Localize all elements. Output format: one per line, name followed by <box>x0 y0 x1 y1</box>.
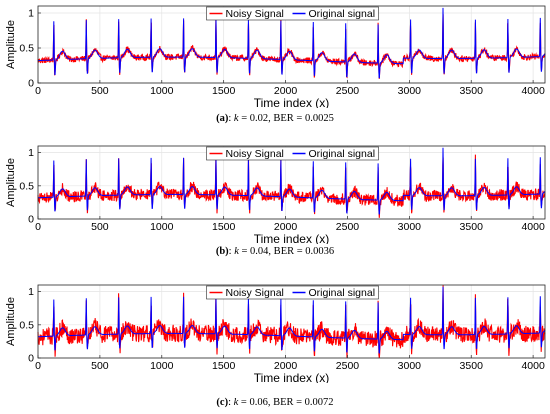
x-tick-label: 3000 <box>398 221 422 233</box>
series-original-signal <box>38 147 546 215</box>
y-tick-label: 0 <box>28 214 34 226</box>
x-axis-label: Time index (x) <box>254 96 330 108</box>
y-tick-label: 1 <box>28 147 34 159</box>
x-tick-label: 2000 <box>274 85 298 97</box>
x-tick-label: 1000 <box>150 221 174 233</box>
y-tick-label: 0.5 <box>19 319 34 331</box>
x-tick-label: 4000 <box>521 221 545 233</box>
y-tick-label: 0 <box>28 78 34 90</box>
caption-c: (c): k = 0.06, BER = 0.0072 <box>0 397 550 408</box>
y-tick-label: 0.5 <box>19 180 34 192</box>
axes-box <box>37 145 546 220</box>
y-tick-label: 0.5 <box>19 43 34 55</box>
x-tick-label: 3500 <box>460 221 484 233</box>
panel-c: 0 500 1000 1500 2000 2500 3000 3500 4000 0 0.5 1 Tim… <box>0 279 550 414</box>
caption-c-letter: (c) <box>216 397 229 408</box>
caption-b-letter: (b) <box>215 246 229 257</box>
legend: Noisy Signal Original signal <box>206 285 379 300</box>
x-tick-label: 3500 <box>460 85 484 97</box>
y-axis-label: Amplitude <box>5 20 17 69</box>
series-original-signal <box>38 7 546 79</box>
y-axis-label: Amplitude <box>5 297 17 346</box>
x-tick-label: 3000 <box>398 85 422 97</box>
caption-a-k: k <box>233 113 239 124</box>
legend-label: Original signal <box>309 8 376 20</box>
caption-a-sep: : <box>228 113 234 124</box>
x-tick-label: 2500 <box>336 360 360 372</box>
panel-b: 0 500 1000 1500 2000 2500 3000 3500 4000 0 0.5 1 Tim… <box>0 140 550 275</box>
x-tick-label: 2000 <box>274 221 298 233</box>
caption-c-sep: : <box>228 397 234 408</box>
x-tick-label: 0 <box>35 221 41 233</box>
y-axis-label: Amplitude <box>5 158 17 207</box>
x-tick-label: 500 <box>91 360 109 372</box>
legend-label: Noisy Signal <box>226 8 284 20</box>
legend-label: Noisy Signal <box>226 287 284 299</box>
caption-c-text: = 0.06, BER = 0.0072 <box>238 397 334 408</box>
chart-b: 0 500 1000 1500 2000 2500 3000 3500 4000 0 0.5 1 Tim… <box>5 145 546 244</box>
axes-box <box>37 284 546 359</box>
axes-box <box>37 5 546 84</box>
plot-area: 0 500 1000 1500 2000 2500 3000 3500 4000 0 0.5 1 <box>19 145 546 233</box>
caption-a: (a): k = 0.02, BER = 0.0025 <box>0 113 550 124</box>
series-noisy-signal <box>37 154 546 218</box>
x-tick-label: 4000 <box>521 85 545 97</box>
panel-a: 0 500 1000 1500 2000 2500 3000 3500 4000 0 0.5 1 Tim… <box>0 0 550 138</box>
x-axis-label: Time index (x) <box>254 232 330 244</box>
x-tick-label: 500 <box>91 221 109 233</box>
caption-a-letter: (a) <box>216 113 229 124</box>
x-tick-label: 1000 <box>150 360 174 372</box>
x-axis-label: Time index (x) <box>254 371 330 383</box>
chart-a: 0 500 1000 1500 2000 2500 3000 3500 4000 0 0.5 1 Tim… <box>5 5 546 108</box>
x-tick-label: 2500 <box>336 221 360 233</box>
x-tick-label: 3000 <box>398 360 422 372</box>
y-tick-label: 0 <box>28 353 34 365</box>
y-tick-label: 1 <box>28 8 34 20</box>
legend-label: Original signal <box>309 148 376 160</box>
caption-b-text: = 0.04, BER = 0.0036 <box>238 246 335 257</box>
plot-area: 0 500 1000 1500 2000 2500 3000 3500 4000 0 0.5 1 <box>19 284 546 372</box>
x-tick-label: 1500 <box>212 85 236 97</box>
x-tick-label: 0 <box>35 360 41 372</box>
x-tick-label: 500 <box>91 85 109 97</box>
x-tick-label: 1500 <box>212 360 236 372</box>
legend-label: Noisy Signal <box>226 148 284 160</box>
series-original-signal <box>38 286 546 354</box>
x-tick-label: 4000 <box>521 360 545 372</box>
x-tick-label: 2000 <box>274 360 298 372</box>
x-tick-label: 1500 <box>212 221 236 233</box>
legend-label: Original signal <box>309 287 376 299</box>
x-tick-label: 0 <box>35 85 41 97</box>
x-tick-label: 2500 <box>336 85 360 97</box>
x-tick-label: 1000 <box>150 85 174 97</box>
caption-b-k: k <box>234 246 239 257</box>
series-noisy-signal <box>37 285 546 359</box>
caption-c-k: k <box>233 397 239 408</box>
legend: Noisy Signal Original signal <box>206 6 379 21</box>
chart-c: 0 500 1000 1500 2000 2500 3000 3500 4000 0 0.5 1 Tim… <box>5 284 546 383</box>
caption-b: (b): k = 0.04, BER = 0.0036 <box>0 246 550 257</box>
y-tick-label: 1 <box>28 286 34 298</box>
x-tick-label: 3500 <box>460 360 484 372</box>
caption-b-sep: : <box>228 246 235 257</box>
legend: Noisy Signal Original signal <box>206 146 379 161</box>
caption-a-text: = 0.02, BER = 0.0025 <box>238 113 334 124</box>
